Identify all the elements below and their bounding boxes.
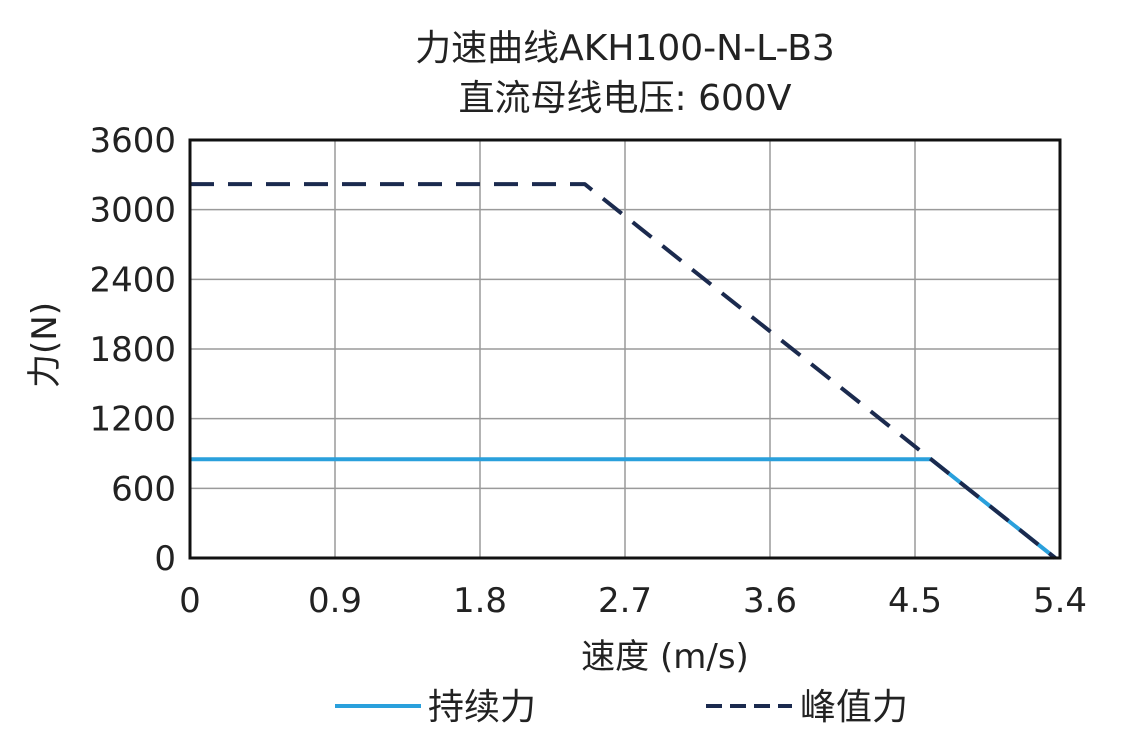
x-axis-label: 速度 (m/s) — [581, 637, 749, 677]
y-tick-label: 0 — [154, 539, 176, 579]
legend: 持续力 峰值力 — [335, 687, 908, 728]
x-tick-label: 2.7 — [598, 581, 652, 621]
series-line-continuous-force — [190, 457, 1057, 560]
y-tick-label: 1200 — [89, 400, 176, 440]
y-tick-label: 2400 — [89, 260, 176, 300]
chart-title: 力速曲线AKH100-N-L-B3 — [415, 28, 835, 69]
legend-label: 持续力 — [428, 687, 536, 728]
series-line-peak-force — [190, 182, 1057, 560]
series-layer — [190, 182, 1057, 560]
x-tick-label: 4.5 — [888, 581, 942, 621]
legend-label: 峰值力 — [800, 687, 908, 728]
y-axis-label: 力(N) — [25, 302, 65, 388]
grid-lines — [189, 139, 1061, 559]
tick-labels: 0 0.9 1.8 2.7 3.6 4.5 5.4 0 600 1200 1800 2400 3000 3… — [89, 121, 1087, 621]
x-tick-label: 5.4 — [1033, 581, 1087, 621]
y-tick-label: 3600 — [89, 121, 176, 161]
y-tick-label: 600 — [111, 469, 176, 509]
x-tick-label: 3.6 — [743, 581, 797, 621]
y-tick-label: 1800 — [89, 330, 176, 370]
chart-subtitle: 直流母线电压: 600V — [459, 78, 792, 119]
x-tick-label: 0.9 — [308, 581, 362, 621]
plot-frame — [188, 138, 1062, 560]
x-tick-label: 1.8 — [453, 581, 507, 621]
x-tick-label: 0 — [179, 581, 201, 621]
y-tick-label: 3000 — [89, 191, 176, 231]
